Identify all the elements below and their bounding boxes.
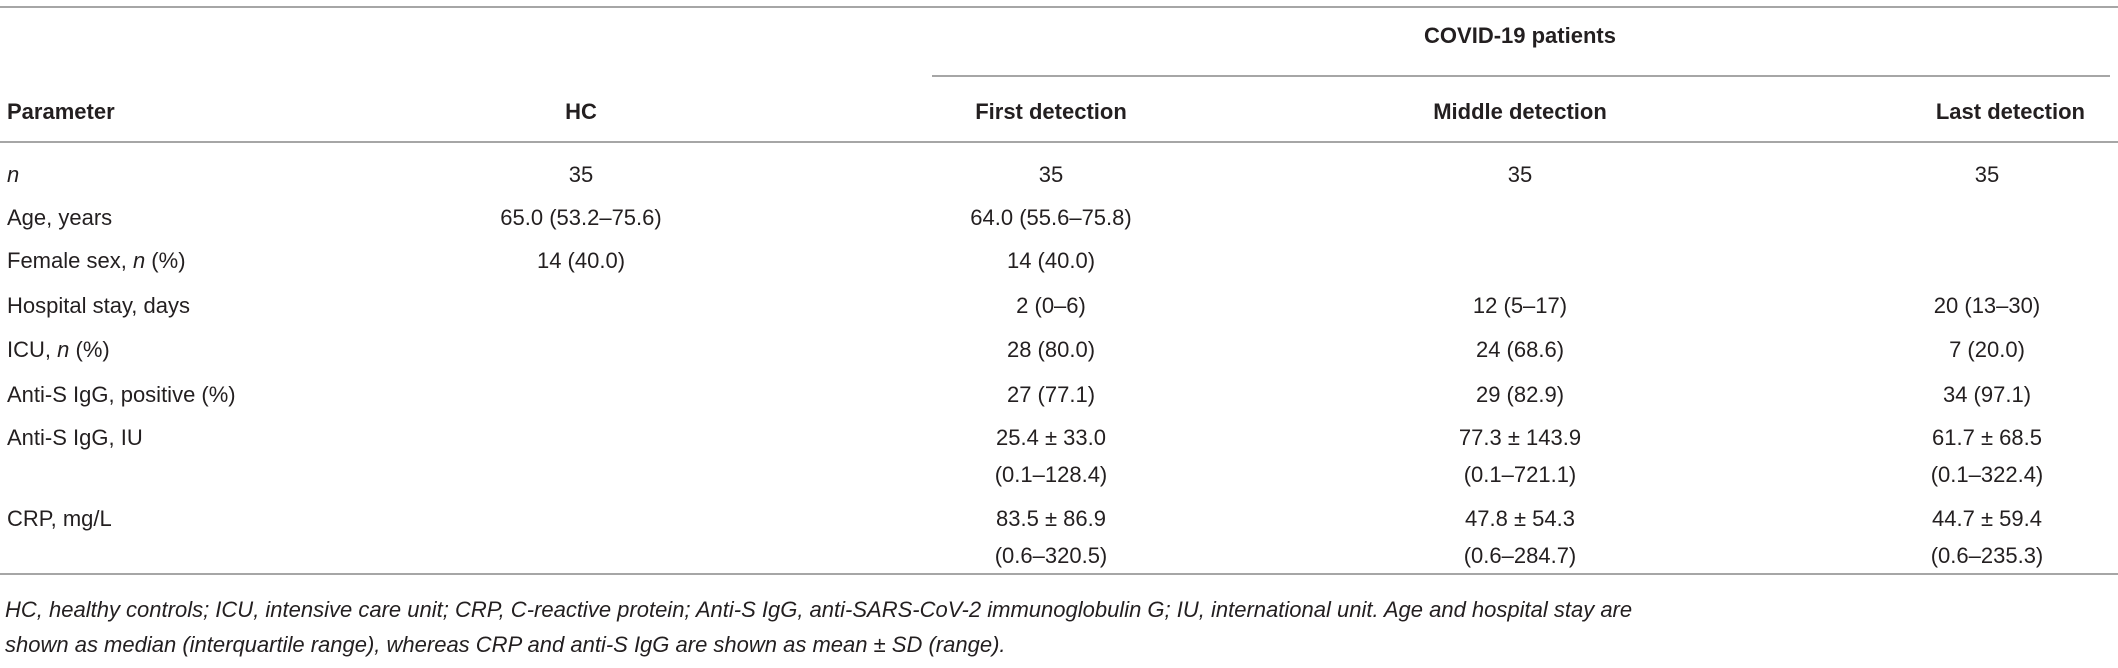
cell: 28 (80.0)	[1007, 337, 1095, 362]
footnote: HC, healthy controls; ICU, intensive car…	[5, 597, 1632, 622]
column-header: Middle detection	[1433, 99, 1607, 124]
column-header: HC	[565, 99, 597, 124]
label-part: CRP, mg/L	[7, 506, 112, 531]
cell: (0.6–235.3)	[1931, 543, 2044, 568]
row-label: CRP, mg/L	[7, 506, 112, 531]
cell: 24 (68.6)	[1476, 337, 1564, 362]
label-part: n	[133, 248, 145, 273]
label-part: Anti-S IgG, IU	[7, 425, 143, 450]
cell: 35	[1975, 162, 1999, 187]
label-part: (%)	[145, 248, 185, 273]
cell: (0.1–721.1)	[1464, 462, 1577, 487]
footnote: shown as median (interquartile range), w…	[5, 632, 1006, 657]
cell: 64.0 (55.6–75.8)	[970, 205, 1131, 230]
cell: 12 (5–17)	[1473, 293, 1567, 318]
column-header: Parameter	[7, 99, 115, 124]
cell: 35	[1039, 162, 1063, 187]
row-label: ICU, n (%)	[7, 337, 110, 362]
label-part: ICU,	[7, 337, 57, 362]
cell: 7 (20.0)	[1949, 337, 2025, 362]
cell: 61.7 ± 68.5	[1932, 425, 2042, 450]
cell: 35	[1508, 162, 1532, 187]
row-label: Anti-S IgG, positive (%)	[7, 382, 236, 407]
cell: 20 (13–30)	[1934, 293, 2040, 318]
label-part: n	[7, 162, 19, 187]
cell: 14 (40.0)	[537, 248, 625, 273]
label-part: Age, years	[7, 205, 112, 230]
row-label: Age, years	[7, 205, 112, 230]
label-part: Hospital stay, days	[7, 293, 190, 318]
label-part: Anti-S IgG, positive (%)	[7, 382, 236, 407]
cell: 65.0 (53.2–75.6)	[500, 205, 661, 230]
group-header: COVID-19 patients	[1424, 23, 1616, 48]
row-label: Anti-S IgG, IU	[7, 425, 143, 450]
label-part: (%)	[69, 337, 109, 362]
column-header: First detection	[975, 99, 1127, 124]
label-part: n	[57, 337, 69, 362]
cell: (0.6–284.7)	[1464, 543, 1577, 568]
cell: 14 (40.0)	[1007, 248, 1095, 273]
row-label: Female sex, n (%)	[7, 248, 186, 273]
cell: (0.1–322.4)	[1931, 462, 2044, 487]
cell: (0.6–320.5)	[995, 543, 1108, 568]
cell: 34 (97.1)	[1943, 382, 2031, 407]
cell: 29 (82.9)	[1476, 382, 1564, 407]
cell: 25.4 ± 33.0	[996, 425, 1106, 450]
cell: 83.5 ± 86.9	[996, 506, 1106, 531]
label-part: Female sex,	[7, 248, 133, 273]
cell: (0.1–128.4)	[995, 462, 1108, 487]
cell: 47.8 ± 54.3	[1465, 506, 1575, 531]
column-header: Last detection	[1936, 99, 2085, 124]
cell: 44.7 ± 59.4	[1932, 506, 2042, 531]
cell: 27 (77.1)	[1007, 382, 1095, 407]
cell: 35	[569, 162, 593, 187]
row-label: n	[7, 162, 19, 187]
row-label: Hospital stay, days	[7, 293, 190, 318]
cell: 2 (0–6)	[1016, 293, 1086, 318]
cell: 77.3 ± 143.9	[1459, 425, 1581, 450]
